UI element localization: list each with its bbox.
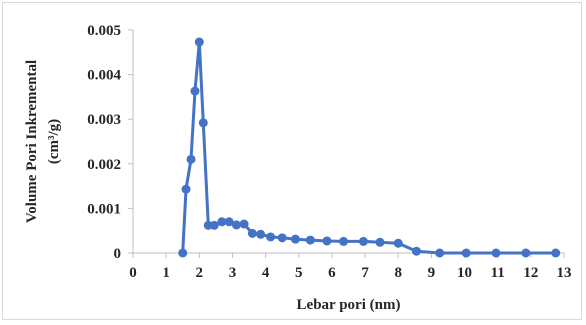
data-point	[186, 154, 196, 164]
x-tick-label: 2	[196, 265, 204, 281]
x-tick-label: 7	[361, 265, 369, 281]
series-group	[178, 37, 561, 258]
data-point	[209, 220, 219, 230]
x-tick-label: 6	[328, 265, 336, 281]
data-point	[491, 248, 501, 258]
data-point	[198, 118, 208, 128]
data-point	[375, 237, 385, 247]
data-point	[461, 248, 471, 258]
data-point	[277, 233, 287, 243]
x-tick-label: 3	[229, 265, 237, 281]
data-point	[393, 238, 403, 248]
axes	[128, 29, 565, 258]
x-tick-label: 13	[557, 265, 572, 281]
data-point	[247, 228, 257, 238]
y-tick-label: 0.005	[87, 23, 121, 39]
y-tick-label: 0.001	[87, 201, 121, 217]
x-tick-label: 11	[491, 265, 505, 281]
x-tick-label: 10	[457, 265, 472, 281]
x-tick-label: 12	[523, 265, 538, 281]
y-tick-label: 0.002	[87, 157, 121, 173]
y-tick-label: 0.003	[87, 112, 121, 128]
data-point	[521, 248, 531, 258]
data-point	[435, 248, 445, 258]
x-tick-label: 8	[394, 265, 402, 281]
data-point	[305, 235, 315, 245]
data-point	[322, 236, 332, 246]
data-point	[217, 217, 227, 227]
tick-labels: 0 1 2 3 4 5 6 7 8 9 10 11 12 1300.0010.0020.0030.0040…	[87, 23, 571, 281]
x-axis-title: Lebar pori (nm)	[297, 297, 401, 313]
x-tick-label: 9	[428, 265, 436, 281]
x-tick-label: 4	[262, 265, 270, 281]
data-point	[411, 246, 421, 256]
y-axis-title-line2: (cm³/g)	[46, 119, 62, 164]
data-point	[231, 220, 241, 230]
y-tick-label: 0.004	[87, 68, 121, 84]
chart-area: 0 1 2 3 4 5 6 7 8 9 10 11 12 13 0 0.001 0.002 0.003 0.004 0…	[2, 2, 582, 320]
data-point	[190, 86, 200, 96]
x-tick-label: 1	[162, 265, 170, 281]
data-point	[256, 229, 266, 239]
y-tick-label: 0	[114, 246, 122, 262]
data-point	[178, 248, 188, 258]
data-point	[194, 37, 204, 47]
y-axis-title-line1: Volume Pori Inkremental	[24, 60, 40, 223]
line-chart: 0 1 2 3 4 5 6 7 8 9 10 11 12 1300.0010.0020.0030.0040…	[24, 23, 572, 313]
data-point	[266, 232, 276, 242]
x-tick-label: 0	[129, 265, 137, 281]
data-point	[339, 236, 349, 246]
data-point	[358, 236, 368, 246]
data-point	[239, 219, 249, 229]
data-point	[290, 234, 300, 244]
data-point	[181, 184, 191, 194]
data-point	[224, 217, 234, 227]
data-point	[551, 248, 561, 258]
x-tick-label: 5	[295, 265, 303, 281]
